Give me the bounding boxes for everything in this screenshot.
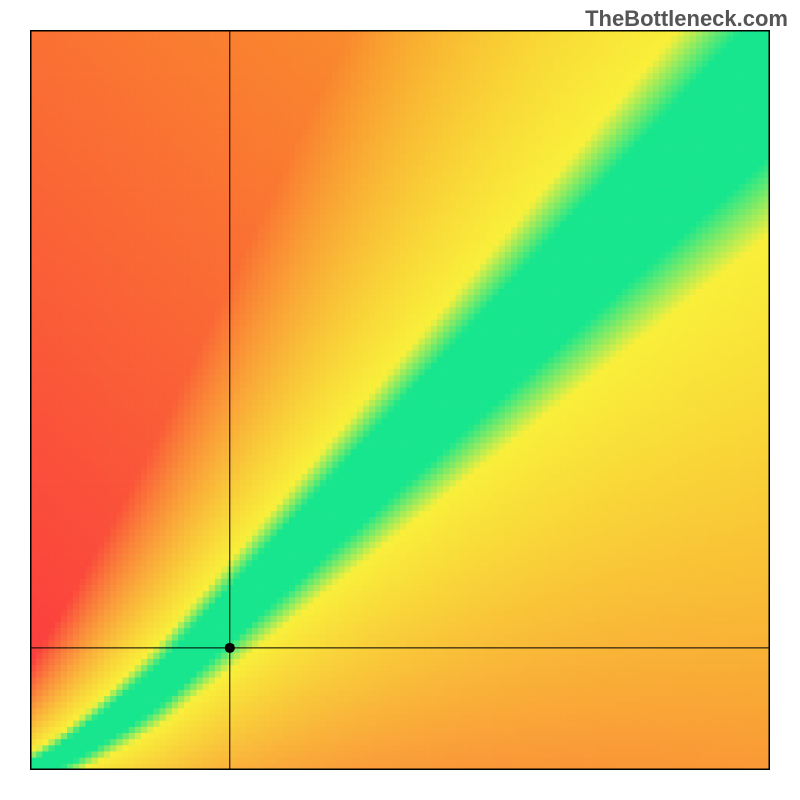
watermark-label: TheBottleneck.com: [585, 6, 788, 32]
bottleneck-heatmap: [30, 30, 770, 770]
heatmap-canvas: [30, 30, 770, 770]
